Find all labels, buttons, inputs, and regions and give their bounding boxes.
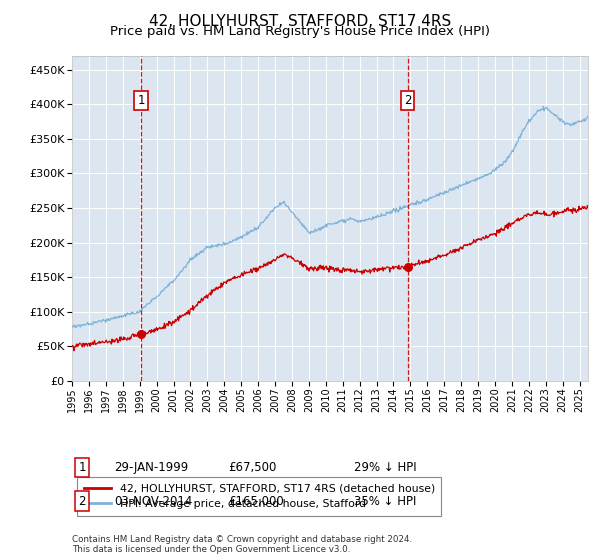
Text: 42, HOLLYHURST, STAFFORD, ST17 4RS: 42, HOLLYHURST, STAFFORD, ST17 4RS	[149, 14, 451, 29]
Text: 2: 2	[79, 494, 86, 508]
Text: 1: 1	[79, 461, 86, 474]
Text: 35% ↓ HPI: 35% ↓ HPI	[354, 494, 416, 508]
Text: £67,500: £67,500	[228, 461, 277, 474]
Legend: 42, HOLLYHURST, STAFFORD, ST17 4RS (detached house), HPI: Average price, detache: 42, HOLLYHURST, STAFFORD, ST17 4RS (deta…	[77, 477, 442, 516]
Text: 29-JAN-1999: 29-JAN-1999	[114, 461, 188, 474]
Text: 03-NOV-2014: 03-NOV-2014	[114, 494, 193, 508]
Text: Contains HM Land Registry data © Crown copyright and database right 2024.
This d: Contains HM Land Registry data © Crown c…	[72, 535, 412, 554]
Text: 2: 2	[404, 95, 412, 108]
Text: £165,000: £165,000	[228, 494, 284, 508]
Text: 1: 1	[137, 95, 145, 108]
Text: Price paid vs. HM Land Registry's House Price Index (HPI): Price paid vs. HM Land Registry's House …	[110, 25, 490, 38]
Text: 29% ↓ HPI: 29% ↓ HPI	[354, 461, 416, 474]
